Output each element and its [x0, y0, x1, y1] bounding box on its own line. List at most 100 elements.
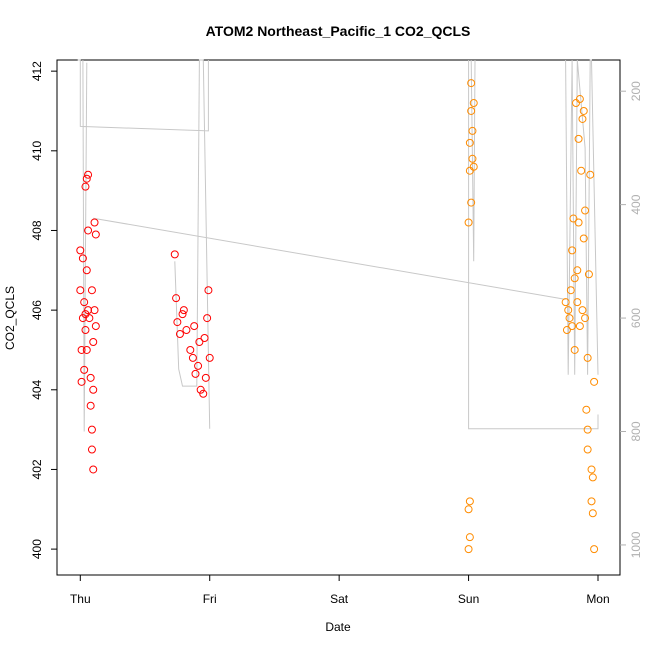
data-point — [170, 250, 179, 259]
y-tick-label: 412 — [30, 61, 44, 81]
data-point — [204, 286, 213, 295]
data-point — [579, 234, 588, 243]
data-point — [565, 314, 574, 323]
y-tick-label: 410 — [30, 140, 44, 160]
data-point — [467, 198, 476, 207]
data-point — [578, 306, 587, 315]
data-point — [571, 99, 580, 108]
data-point — [568, 246, 577, 255]
data-point — [569, 214, 578, 223]
data-point — [587, 465, 596, 474]
data-point — [84, 306, 93, 315]
data-point — [583, 425, 592, 434]
data-point — [77, 377, 86, 386]
y2-tick-label: 1000 — [629, 531, 643, 558]
data-point — [186, 345, 195, 354]
data-point — [464, 545, 473, 554]
data-point — [178, 310, 187, 319]
data-point — [575, 322, 584, 331]
y2-tick-label: 800 — [629, 421, 643, 441]
y-tick-label: 408 — [30, 220, 44, 240]
data-point — [465, 533, 474, 542]
data-point — [573, 266, 582, 275]
data-point — [590, 545, 599, 554]
data-point — [81, 310, 90, 319]
data-point — [574, 134, 583, 143]
data-point — [570, 274, 579, 283]
data-point — [465, 497, 474, 506]
data-point — [464, 218, 473, 227]
trace-line — [77, 59, 599, 432]
data-point — [566, 286, 575, 295]
data-point — [84, 226, 93, 235]
y2-tick-label: 400 — [629, 194, 643, 214]
data-point — [469, 162, 478, 171]
data-point — [467, 106, 476, 115]
data-point — [87, 286, 96, 295]
data-point — [81, 326, 90, 335]
data-point — [468, 126, 477, 135]
data-point — [205, 353, 214, 362]
data-point — [77, 345, 86, 354]
data-point — [82, 266, 91, 275]
data-point — [191, 369, 200, 378]
data-point — [586, 170, 595, 179]
data-point — [173, 318, 182, 327]
data-point — [587, 497, 596, 506]
data-point — [87, 445, 96, 454]
data-point — [581, 314, 590, 323]
chart-title: ATOM2 Northeast_Pacific_1 CO2_QCLS — [206, 23, 471, 39]
data-point — [188, 353, 197, 362]
data-point — [561, 298, 570, 307]
data-point — [86, 373, 95, 382]
x-axis-label: Date — [325, 620, 351, 634]
data-point — [89, 337, 98, 346]
y-tick-label: 400 — [30, 539, 44, 559]
data-point — [85, 314, 94, 323]
data-point — [579, 106, 588, 115]
data-point — [582, 405, 591, 414]
data-point — [578, 114, 587, 123]
data-point — [467, 79, 476, 88]
data-point — [81, 182, 90, 191]
data-point — [76, 246, 85, 255]
data-point — [573, 298, 582, 307]
x-tick-label: Fri — [203, 592, 217, 606]
data-point — [76, 286, 85, 295]
data-point — [583, 445, 592, 454]
y-tick-label: 406 — [30, 300, 44, 320]
y-tick-label: 402 — [30, 459, 44, 479]
data-point — [584, 270, 593, 279]
data-point — [590, 377, 599, 386]
data-point — [190, 322, 199, 331]
data-point — [87, 425, 96, 434]
data-point — [89, 465, 98, 474]
x-tick-label: Thu — [70, 592, 91, 606]
data-point — [468, 154, 477, 163]
data-point — [91, 230, 100, 239]
data-point — [82, 174, 91, 183]
data-point — [78, 254, 87, 263]
y-tick-label: 404 — [30, 379, 44, 399]
plot-frame — [56, 59, 621, 576]
data-point — [588, 509, 597, 518]
data-point — [583, 353, 592, 362]
data-point — [91, 322, 100, 331]
data-point — [90, 218, 99, 227]
data-point — [465, 138, 474, 147]
y2-tick-label: 200 — [629, 81, 643, 101]
data-point — [179, 306, 188, 315]
data-point — [86, 401, 95, 410]
data-point — [196, 385, 205, 394]
y-axis-label: CO2_QCLS — [3, 286, 17, 350]
data-point — [575, 95, 584, 104]
data-point — [175, 330, 184, 339]
data-point — [568, 322, 577, 331]
data-point — [200, 334, 209, 343]
data-point — [588, 473, 597, 482]
x-tick-label: Mon — [586, 592, 609, 606]
data-point — [80, 298, 89, 307]
data-point — [89, 385, 98, 394]
data-point — [78, 314, 87, 323]
